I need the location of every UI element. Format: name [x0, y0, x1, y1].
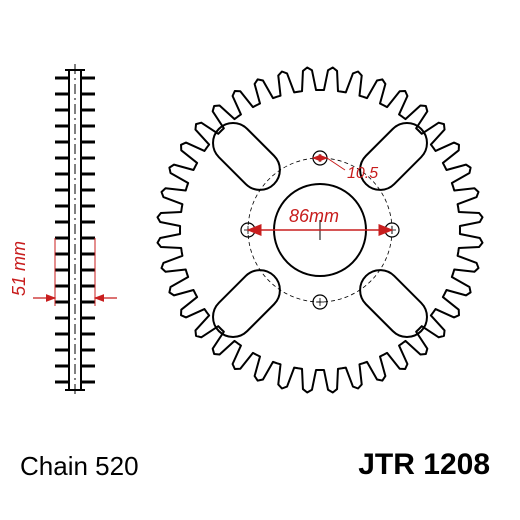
chain-label: Chain 520 [20, 451, 139, 482]
svg-text:51 mm: 51 mm [9, 241, 29, 296]
side-view [55, 64, 95, 396]
part-number: JTR 1208 [358, 448, 490, 482]
svg-text:86mm: 86mm [289, 206, 339, 226]
dimension-lines: 86mm 10.5 51 mm [9, 158, 392, 306]
svg-text:10.5: 10.5 [347, 165, 378, 182]
